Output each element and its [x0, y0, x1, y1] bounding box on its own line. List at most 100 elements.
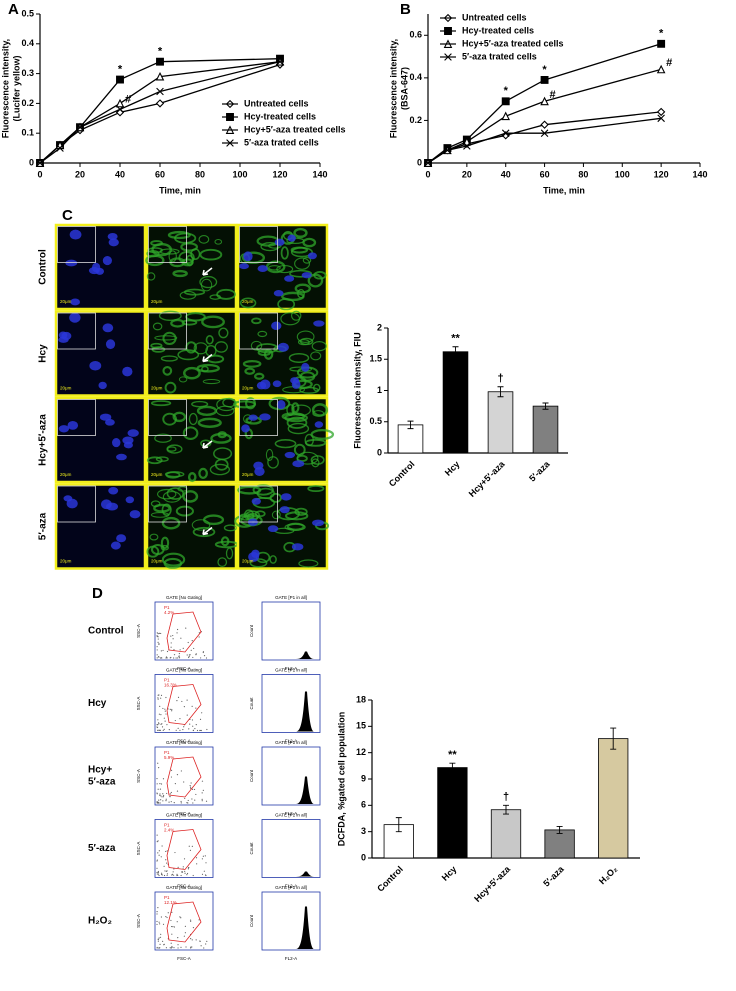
event [165, 915, 167, 918]
cell-stain [218, 327, 229, 339]
micrograph [54, 310, 147, 397]
cell-stain [225, 547, 234, 560]
event [156, 802, 158, 804]
nucleus [108, 238, 119, 247]
y-tick-label: 0.2 [409, 115, 422, 125]
gate-title: GATE [P1 in all] [275, 668, 307, 673]
nucleus [107, 233, 118, 240]
event [190, 938, 192, 940]
cell-stain [164, 381, 177, 394]
event [156, 783, 158, 785]
cell-stain [265, 448, 274, 462]
x-tick-label: 80 [578, 169, 588, 179]
cell-stain [156, 488, 177, 500]
nucleus [116, 534, 127, 543]
event [168, 801, 170, 803]
axis-label: Count [249, 697, 254, 710]
event [191, 939, 193, 941]
event [165, 657, 167, 659]
nucleus [122, 436, 134, 445]
histogram [296, 871, 314, 877]
event [156, 654, 158, 656]
cell-stain [162, 331, 177, 346]
inset [239, 399, 278, 436]
bar [598, 738, 629, 859]
annotation: * [158, 46, 163, 58]
event [187, 641, 189, 644]
event [166, 916, 168, 919]
x-tick-label: 100 [232, 169, 247, 179]
marker [501, 111, 511, 121]
event [163, 874, 166, 877]
event [191, 798, 193, 800]
legend-label: 5′-aza trated cells [244, 137, 319, 147]
dot-plot [154, 601, 214, 661]
event [179, 649, 181, 651]
scale-label: 20μm [60, 559, 72, 564]
x-tick-label: 20 [462, 169, 472, 179]
gate-title: GATE [P1 in all] [275, 885, 307, 890]
x-tick-label: 20 [75, 169, 85, 179]
event [175, 729, 177, 731]
event [176, 773, 179, 776]
event [189, 786, 192, 788]
event [160, 697, 162, 699]
axis-label: SSC-A [136, 769, 141, 783]
event [176, 921, 178, 923]
cell-stain [288, 353, 310, 363]
y-tick-label: 0 [361, 852, 366, 862]
event [177, 944, 179, 946]
event [181, 700, 183, 703]
bar [487, 391, 514, 454]
event [192, 802, 194, 804]
cell-stain [192, 526, 216, 538]
row-label: Control [88, 626, 124, 637]
y-tick-label: 12 [356, 747, 366, 757]
event [179, 718, 181, 720]
nucleus [102, 256, 112, 266]
legend-label: Hcy-treated cells [462, 25, 534, 35]
gate-name: P1 [164, 750, 170, 755]
event [157, 938, 160, 940]
bar [442, 351, 469, 454]
cell-stain [289, 269, 313, 278]
cell-stain [154, 335, 178, 341]
event [170, 646, 172, 648]
cell-stain [205, 334, 214, 345]
event [156, 860, 158, 862]
panel-letter: A [8, 1, 19, 18]
error-bar [610, 727, 617, 750]
event [171, 710, 173, 712]
cell-stain [287, 422, 310, 435]
nucleus [272, 380, 282, 388]
event [159, 729, 161, 731]
event [191, 719, 194, 721]
cell-stain [307, 273, 324, 288]
event [172, 634, 174, 637]
histogram [296, 776, 314, 804]
event [176, 632, 178, 634]
cell-stain [162, 412, 177, 426]
legend-label: Hcy+5′-aza treated cells [244, 124, 345, 134]
event [194, 727, 196, 730]
event [163, 728, 165, 730]
y-tick-label: 9 [361, 773, 366, 783]
inset [148, 485, 187, 523]
event [172, 874, 175, 876]
annotation: * [659, 28, 664, 40]
inset [239, 485, 278, 523]
event [199, 940, 201, 942]
cell-stain [217, 557, 228, 568]
error-bar [503, 804, 509, 815]
event [158, 729, 160, 731]
event [157, 722, 160, 724]
event [166, 657, 168, 659]
error-bar [449, 762, 456, 773]
event [160, 723, 162, 725]
nucleus [314, 421, 324, 428]
event [167, 912, 169, 914]
cell-stain [304, 433, 314, 447]
gate-title: GATE [P1 in all] [275, 740, 307, 745]
nucleus [70, 298, 81, 306]
gate-percent: 4.2% [164, 610, 174, 615]
